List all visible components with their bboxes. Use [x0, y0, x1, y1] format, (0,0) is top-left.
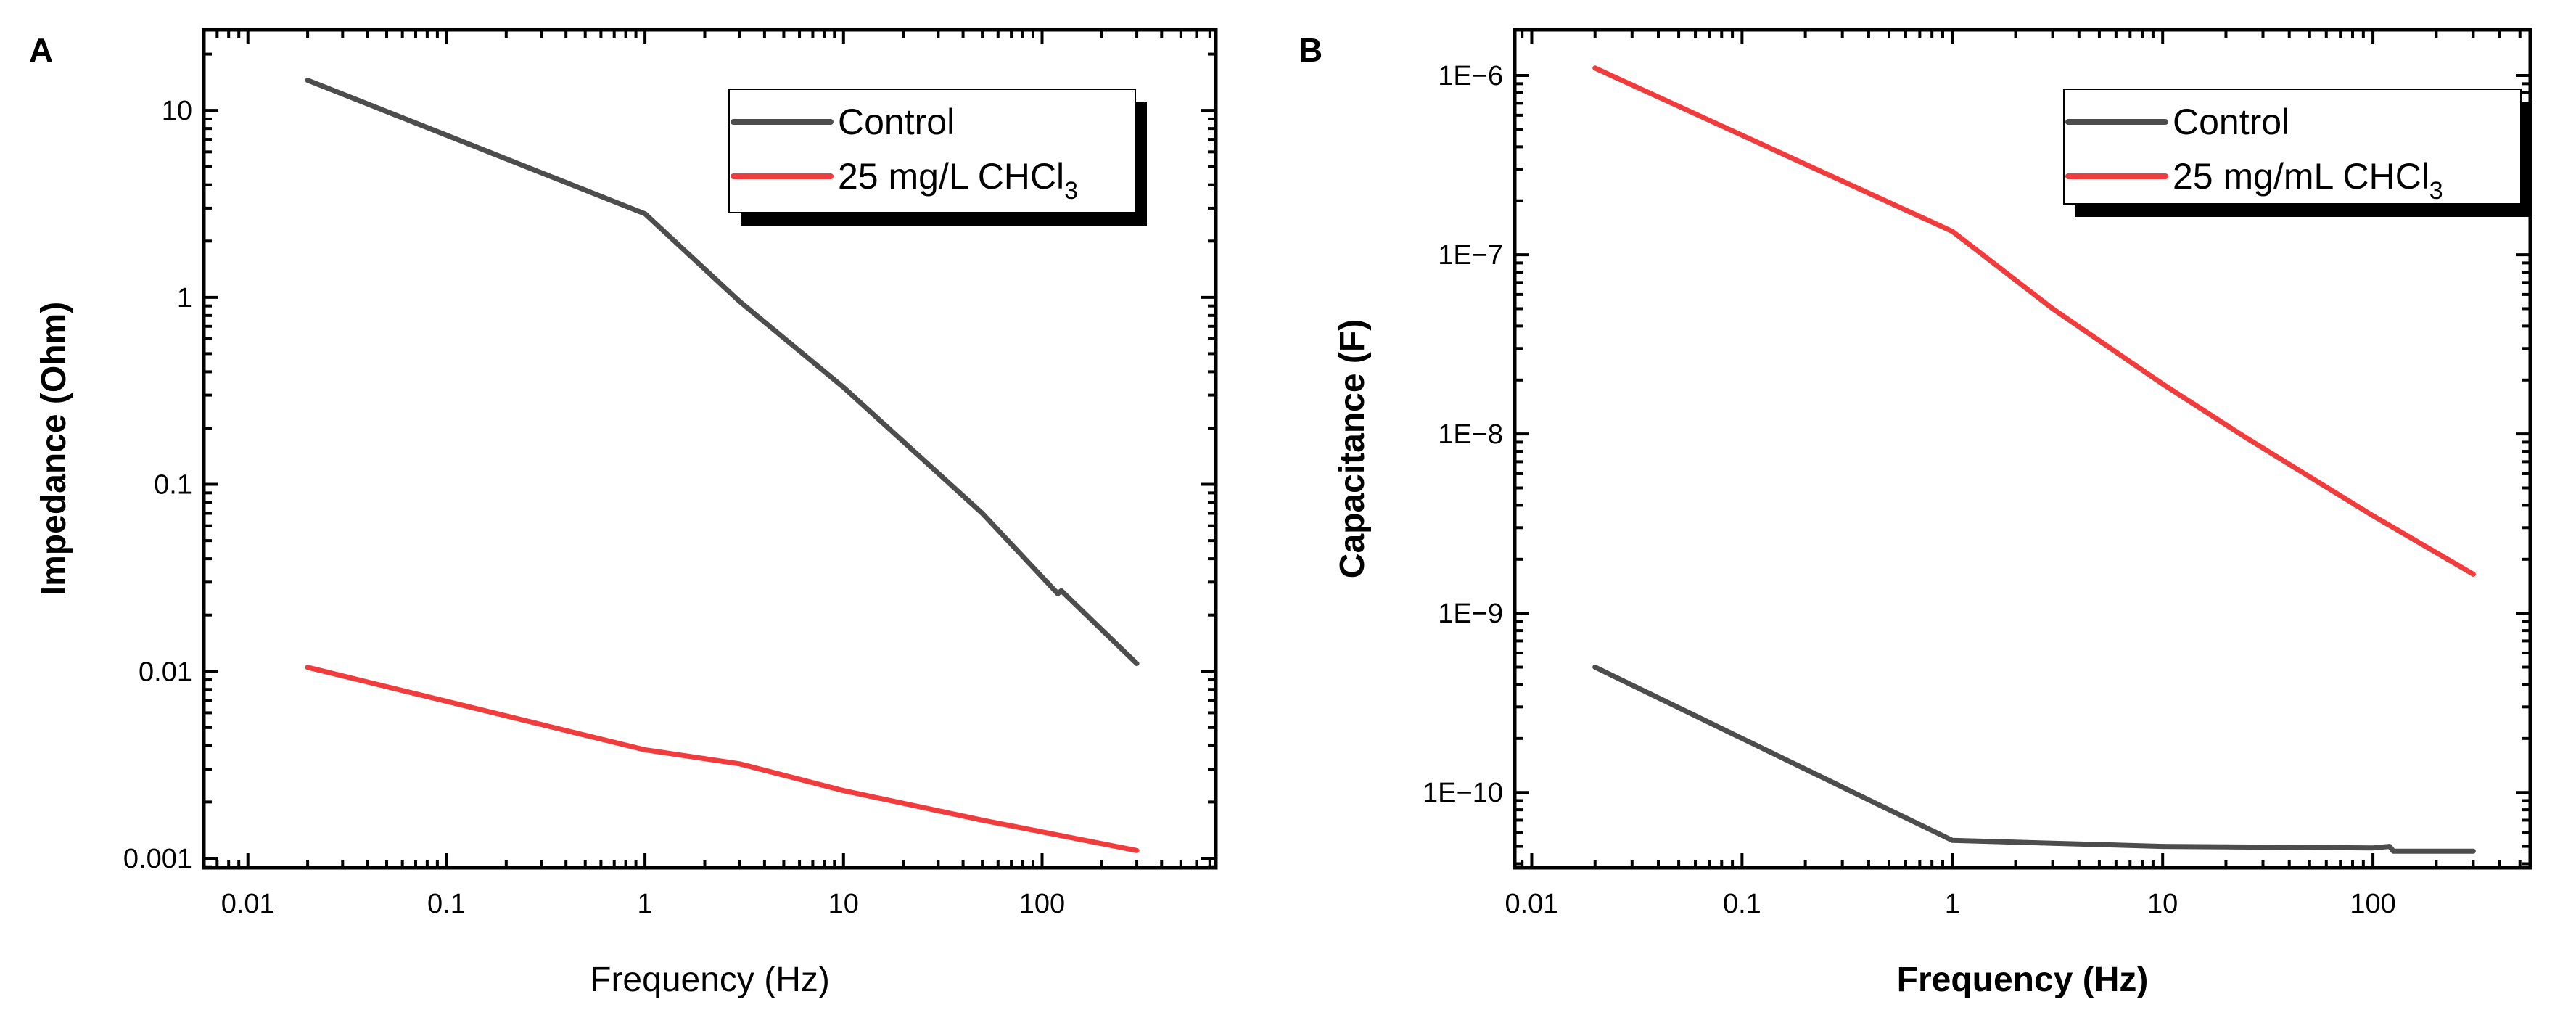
x-tick-label: 10 — [828, 889, 859, 919]
y-tick-label: 0.001 — [123, 844, 192, 874]
series-line-chcl3 — [305, 665, 1140, 853]
legend-label: Control — [838, 102, 955, 142]
y-tick-label: 1 — [177, 283, 192, 313]
x-tick-label: 0.1 — [1723, 889, 1761, 919]
y-tick-label: 1E−9 — [1438, 599, 1503, 629]
x-tick-label: 1 — [638, 889, 653, 919]
y-tick-label: 0.01 — [139, 657, 192, 687]
y-tick-label: 10 — [162, 96, 192, 126]
x-axis-label: Frequency (Hz) — [1897, 961, 2149, 999]
plot-frame — [1513, 28, 2532, 870]
legend-label-subscript: 3 — [1064, 177, 1078, 205]
legend-label: 25 mg/L CHCl3 — [838, 156, 1078, 205]
legend: Control 25 mg/L CHCl3 — [728, 89, 1147, 226]
series-line-control — [1592, 665, 2476, 854]
x-tick-label: 100 — [1019, 889, 1065, 919]
legend-label-subscript: 3 — [2429, 177, 2443, 205]
panel-label: A — [29, 31, 53, 69]
panel-a: A 0.01 0.1 1 10 100 0.001 0.01 0.1 1 10 Frequency (… — [29, 28, 1218, 999]
x-tick-label: 1 — [1945, 889, 1960, 919]
legend-label-main: Control — [838, 102, 955, 142]
legend-label-main: 25 mg/L CHCl — [838, 156, 1064, 197]
legend-label-main: Control — [2173, 102, 2289, 142]
series-line-control — [305, 78, 1140, 667]
panel-b: B 0.01 0.1 1 10 100 1E−10 1E−9 1E−8 1E−7 1E−6 Frequ… — [1299, 28, 2532, 999]
x-tick-label: 0.1 — [427, 889, 466, 919]
plot-frame — [202, 28, 1218, 870]
y-axis-label: Impedance (Ohm) — [35, 302, 73, 596]
legend-label-main: 25 mg/mL CHCl — [2173, 156, 2429, 197]
y-axis-label: Capacitance (F) — [1333, 319, 1372, 578]
y-tick-label: 1E−6 — [1438, 61, 1503, 91]
x-tick-label: 0.01 — [221, 889, 275, 919]
legend-box — [2063, 89, 2522, 205]
x-tick-label: 100 — [2350, 889, 2395, 919]
x-tick-label: 10 — [2147, 889, 2178, 919]
y-tick-label: 0.1 — [154, 470, 192, 501]
x-tick-label: 0.01 — [1505, 889, 1558, 919]
x-axis-label: Frequency (Hz) — [590, 961, 830, 999]
legend-box — [728, 89, 1136, 213]
y-tick-label: 1E−8 — [1438, 419, 1503, 450]
legend: Control 25 mg/mL CHCl3 — [2063, 89, 2532, 217]
panel-label: B — [1299, 31, 1322, 69]
series-line-chcl3 — [1592, 65, 2476, 577]
legend-label: 25 mg/mL CHCl3 — [2173, 156, 2443, 205]
legend-label: Control — [2173, 102, 2289, 142]
y-tick-label: 1E−7 — [1438, 240, 1503, 271]
y-tick-label: 1E−10 — [1423, 778, 1503, 808]
